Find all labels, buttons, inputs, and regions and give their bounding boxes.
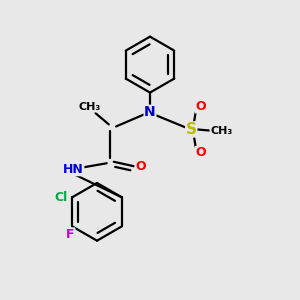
Text: Cl: Cl <box>54 191 68 204</box>
Text: O: O <box>195 146 206 159</box>
Text: CH₃: CH₃ <box>210 126 233 136</box>
Text: S: S <box>186 122 197 137</box>
Text: F: F <box>66 228 75 241</box>
Text: CH₃: CH₃ <box>79 102 101 112</box>
Text: HN: HN <box>63 163 84 176</box>
Text: O: O <box>135 160 146 173</box>
Text: N: N <box>144 105 156 119</box>
Text: O: O <box>195 100 206 113</box>
